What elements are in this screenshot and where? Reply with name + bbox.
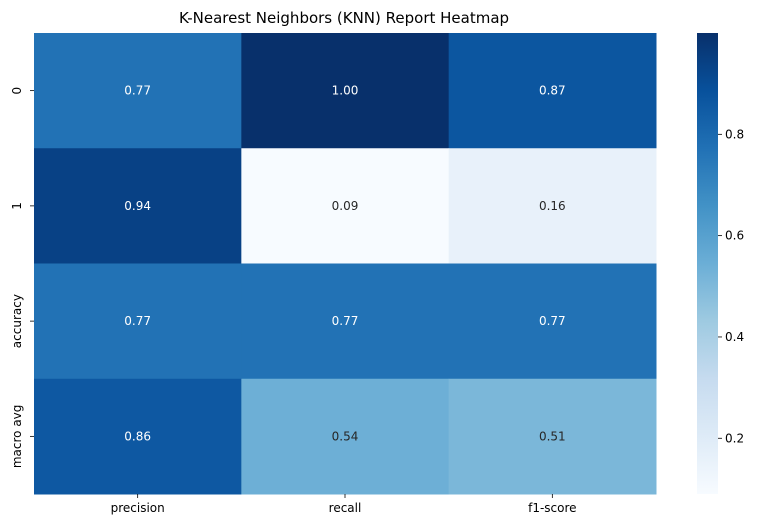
y-tick-label: macro avg: [10, 405, 24, 469]
heatmap-cell: [34, 148, 242, 264]
y-tick-label: 0: [10, 87, 24, 95]
cell-value-label: 0.94: [124, 199, 151, 213]
y-axis: 0 1 accuracy macro avg: [10, 87, 34, 468]
heatmap-cell: [448, 148, 657, 264]
cell-value-label: 0.54: [332, 429, 359, 443]
heatmap-cell: [241, 33, 450, 149]
heatmap-cell: [448, 263, 657, 380]
colorbar-tick-label: 0.2: [725, 431, 744, 445]
x-tick-label: f1-score: [528, 501, 576, 515]
cell-value-label: 0.77: [124, 314, 151, 328]
x-tick-label: precision: [111, 501, 165, 515]
cell-value-label: 0.86: [124, 429, 151, 443]
chart-title: K-Nearest Neighbors (KNN) Report Heatmap: [179, 9, 509, 27]
heatmap-cell: [34, 33, 242, 149]
colorbar-tick-label: 0.4: [725, 330, 744, 344]
heatmap-cells: 0.77 1.00 0.87 0.94 0.09 0.16 0.77 0.77 0.77 0.86…: [34, 33, 657, 495]
colorbar-gradient: [697, 33, 718, 494]
heatmap-cell: [448, 33, 657, 149]
x-tick-label: recall: [329, 501, 362, 515]
colorbar: 0.2 0.4 0.6 0.8: [697, 33, 744, 494]
cell-value-label: 0.16: [539, 199, 566, 213]
x-axis: precision recall f1-score: [111, 494, 577, 515]
heatmap-cell: [241, 148, 450, 264]
cell-value-label: 0.51: [539, 429, 566, 443]
cell-value-label: 0.09: [332, 199, 359, 213]
colorbar-tick-label: 0.6: [725, 229, 744, 243]
y-tick-label: 1: [10, 202, 24, 210]
cell-value-label: 0.87: [539, 84, 566, 98]
heatmap-cell: [34, 263, 242, 380]
cell-value-label: 0.77: [539, 314, 566, 328]
cell-value-label: 1.00: [332, 84, 359, 98]
cell-value-label: 0.77: [124, 84, 151, 98]
heatmap-cell: [34, 378, 242, 495]
heatmap-cell: [448, 378, 657, 495]
y-tick-label: accuracy: [10, 294, 24, 348]
colorbar-tick-label: 0.8: [725, 127, 744, 141]
heatmap-cell: [241, 378, 450, 495]
cell-value-label: 0.77: [332, 314, 359, 328]
heatmap-cell: [241, 263, 450, 380]
